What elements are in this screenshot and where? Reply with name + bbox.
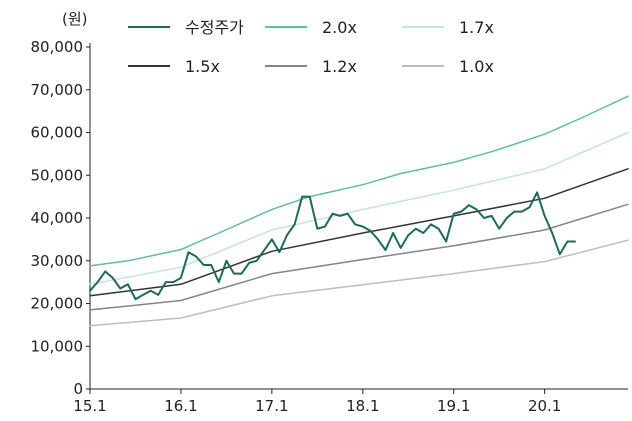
x-tick-label: 19.1	[437, 397, 470, 415]
legend: 수정주가 2.0x 1.7x 1.5x 1.2x 1.0x	[128, 18, 494, 76]
legend-label: 1.5x	[185, 57, 220, 76]
x-tick-label: 17.1	[255, 397, 288, 415]
y-tick-label: 20,000	[31, 295, 84, 313]
legend-label: 수정주가	[185, 18, 244, 37]
y-tick-label: 50,000	[31, 166, 84, 184]
series-line-1-2x	[89, 203, 629, 311]
x-tick-label: 18.1	[346, 397, 379, 415]
plot-area: 0 10,000 20,000 30,000 40,000 50,000 60,000 70,…	[31, 38, 629, 415]
y-axis-unit-label: (원)	[62, 10, 88, 28]
series-line-1-5x	[89, 168, 629, 297]
y-tick-label: 30,000	[31, 252, 84, 270]
legend-label: 1.2x	[322, 57, 357, 76]
legend-label: 1.0x	[459, 57, 494, 76]
y-tick-label: 60,000	[31, 124, 84, 142]
y-axis: 0 10,000 20,000 30,000 40,000 50,000 60,000 70,…	[31, 38, 91, 398]
legend-label: 1.7x	[459, 18, 494, 37]
series-layer	[89, 95, 629, 327]
x-tick-label: 16.1	[164, 397, 197, 415]
legend-label: 2.0x	[322, 18, 357, 37]
y-tick-label: 80,000	[31, 38, 84, 56]
series-line-2-0x	[89, 95, 629, 267]
series-line-price	[89, 191, 576, 301]
series-line-1-0x	[89, 239, 629, 327]
x-tick-label: 20.1	[528, 397, 561, 415]
series-line-1-7x	[89, 131, 629, 286]
x-tick-label: 15.1	[73, 397, 106, 415]
x-axis: 15.1 16.1 17.1 18.1 19.1 20.1	[73, 388, 628, 415]
y-tick-label: 0	[73, 380, 83, 398]
y-tick-label: 40,000	[31, 209, 84, 227]
y-tick-label: 10,000	[31, 337, 84, 355]
y-tick-label: 70,000	[31, 81, 84, 99]
